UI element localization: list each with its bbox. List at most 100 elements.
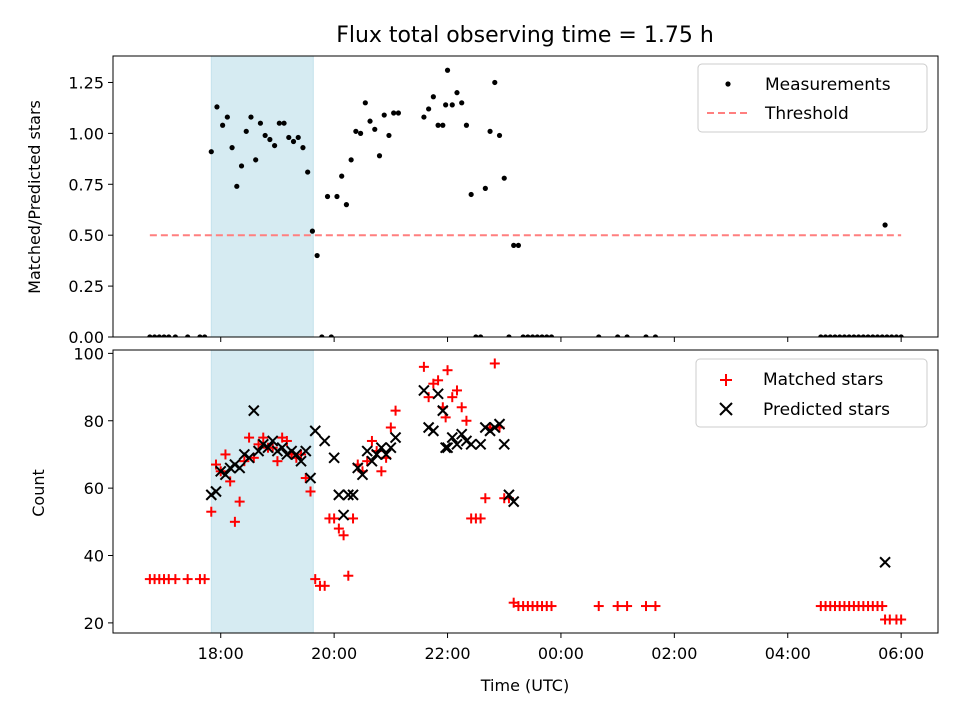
predicted-star-point xyxy=(342,489,355,501)
count-panel: 20 40 60 80 100 18:00 20:00 22:00 00:00 02:00 04:… xyxy=(29,344,939,695)
legend-matched-label: Matched stars xyxy=(763,370,883,390)
measurement-point xyxy=(243,128,249,134)
measurement-point xyxy=(234,183,240,189)
measurement-point xyxy=(376,153,383,159)
predicted-star-point xyxy=(347,489,359,501)
predicted-star-point xyxy=(380,448,392,461)
matched-star-point xyxy=(640,601,651,612)
predicted-star-point xyxy=(333,489,345,501)
matched-star-point xyxy=(348,513,359,524)
measurement-point xyxy=(185,334,191,337)
measurement-point xyxy=(426,106,432,112)
measurement-point xyxy=(395,110,401,116)
measurement-point xyxy=(846,334,852,337)
measurement-point xyxy=(643,334,649,337)
matched-star-point xyxy=(366,435,377,446)
matched-star-point xyxy=(170,574,181,585)
measurement-point xyxy=(367,118,373,124)
measurement-point xyxy=(314,252,320,259)
predicted-star-point xyxy=(356,468,369,481)
measurement-point xyxy=(435,122,441,128)
matched-star-point xyxy=(206,506,217,517)
predicted-star-point xyxy=(437,404,449,417)
legend-predicted-label: Predicted stars xyxy=(763,400,890,420)
predicted-star-point xyxy=(304,472,317,484)
flux-y-tick-label: 1.00 xyxy=(68,124,104,143)
predicted-star-point xyxy=(446,431,458,444)
matched-star-point xyxy=(447,392,458,403)
measurement-point xyxy=(463,122,470,128)
predicted-star-point xyxy=(361,445,373,457)
measurement-point xyxy=(224,114,230,120)
flux-shaded-span xyxy=(210,55,314,338)
matched-star-point xyxy=(220,449,231,460)
measurement-point xyxy=(220,122,226,128)
measurement-point xyxy=(334,193,340,200)
predicted-star-point xyxy=(328,452,340,464)
measurement-point xyxy=(343,202,350,208)
matched-star-point xyxy=(333,523,344,534)
matched-star-point xyxy=(480,493,491,504)
predicted-star-point xyxy=(370,448,383,461)
count-axes-frame xyxy=(112,349,939,634)
measurement-point xyxy=(353,128,359,134)
predicted-star-point xyxy=(439,441,452,454)
count-y-tick-label: 80 xyxy=(84,412,104,431)
measurement-point xyxy=(305,169,311,175)
predicted-star-point xyxy=(474,438,487,451)
measurement-point xyxy=(482,185,488,191)
count-x-tick-label: 00:00 xyxy=(538,644,584,663)
measurement-point xyxy=(449,102,455,108)
count-legend: Matched stars Predicted stars xyxy=(695,358,928,428)
count-y-tick-label: 40 xyxy=(84,547,104,566)
measurement-point xyxy=(652,334,659,337)
measurement-point xyxy=(267,136,273,143)
measurement-point xyxy=(548,334,555,337)
matched-star-point xyxy=(244,432,255,443)
matched-star-point xyxy=(305,486,316,497)
matched-star-point xyxy=(461,415,472,426)
measurement-point xyxy=(348,157,354,163)
measurement-point xyxy=(832,334,838,337)
measurement-point xyxy=(529,334,536,337)
predicted-star-point xyxy=(267,435,279,447)
matched-star-point xyxy=(650,601,661,612)
measurement-point xyxy=(238,163,245,169)
measurement-point xyxy=(202,334,208,337)
measurement-point xyxy=(496,132,503,139)
measurement-point xyxy=(884,334,890,337)
measurement-point xyxy=(879,334,885,337)
legend-measurements-label: Measurements xyxy=(765,75,891,95)
measurement-point xyxy=(882,222,888,228)
matched-star-point xyxy=(234,496,245,507)
predicted-star-point xyxy=(418,384,430,397)
count-x-tick-label: 04:00 xyxy=(765,644,811,663)
measurement-point xyxy=(281,120,287,126)
predicted-star-point xyxy=(252,445,265,457)
measurement-point xyxy=(197,334,203,337)
measurement-point xyxy=(295,134,301,141)
measurement-point xyxy=(357,130,364,136)
measurement-point xyxy=(421,114,427,120)
count-x-tick-label: 06:00 xyxy=(878,644,924,663)
predicted-star-point xyxy=(427,425,440,437)
measurement-point xyxy=(391,110,397,116)
matched-star-point xyxy=(329,513,340,524)
count-y-tick-label: 60 xyxy=(84,479,104,498)
predicted-star-point xyxy=(432,388,444,400)
measurement-point xyxy=(339,173,345,179)
legend-matched-marker xyxy=(720,374,732,386)
flux-y-axis-label: Matched/Predicted stars xyxy=(25,100,44,294)
measurement-point xyxy=(286,134,292,141)
measurement-point xyxy=(856,334,862,337)
measurement-point xyxy=(328,334,334,337)
measurement-point xyxy=(534,334,540,337)
matched-star-point xyxy=(258,432,269,443)
predicted-star-point xyxy=(498,438,510,451)
measurement-point xyxy=(473,334,479,337)
measurement-point xyxy=(229,145,235,151)
predicted-star-point xyxy=(465,438,477,451)
predicted-star-point xyxy=(503,489,515,501)
predicted-star-point xyxy=(493,418,506,430)
